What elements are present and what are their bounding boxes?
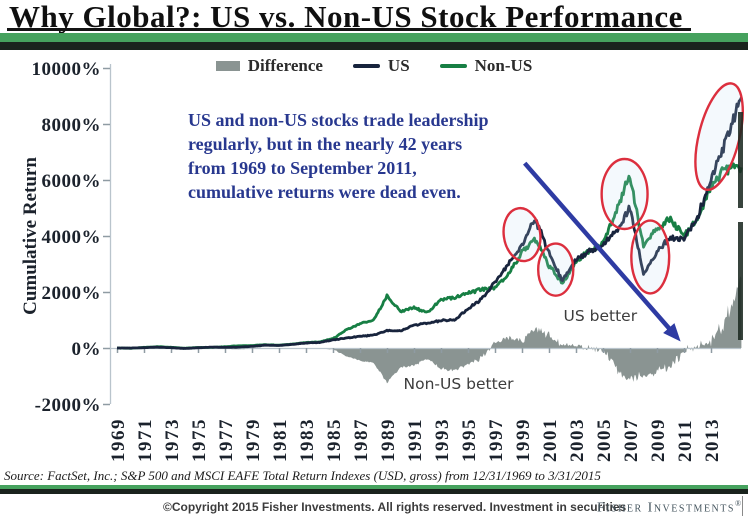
svg-text:0%: 0%	[72, 339, 102, 360]
annotation-note-line: regularly, but in the nearly 42 years	[188, 134, 463, 154]
svg-text:4000%: 4000%	[42, 227, 102, 248]
svg-text:1997: 1997	[486, 418, 507, 462]
svg-text:1999: 1999	[513, 418, 534, 462]
legend-item-non-us: Non-US	[439, 56, 533, 76]
footer-divider	[742, 496, 743, 516]
svg-text:1987: 1987	[351, 418, 372, 462]
svg-text:1993: 1993	[432, 418, 453, 462]
svg-text:10000%: 10000%	[32, 59, 102, 80]
svg-text:-2000%: -2000%	[35, 395, 101, 416]
annotation-note-line: from 1969 to September 2011,	[188, 158, 417, 178]
region-label: Non-US better	[404, 375, 515, 393]
svg-text:1985: 1985	[324, 418, 345, 462]
scan-edge-artifact	[738, 112, 743, 208]
annotation-note-line: US and non-US stocks trade leadership	[188, 110, 489, 130]
legend-label: Non-US	[474, 56, 533, 75]
footer-dark-band	[0, 489, 748, 494]
svg-text:2005: 2005	[594, 418, 615, 462]
svg-text:6000%: 6000%	[42, 171, 102, 192]
y-axis-title: Cumulative Return	[20, 157, 41, 315]
legend-label: US	[387, 56, 410, 75]
svg-text:2003: 2003	[567, 418, 588, 462]
svg-text:2000%: 2000%	[42, 283, 102, 304]
svg-text:1989: 1989	[378, 418, 399, 462]
svg-text:1991: 1991	[405, 418, 426, 462]
svg-text:1979: 1979	[243, 418, 264, 462]
legend-area-swatch	[215, 61, 240, 71]
svg-text:2011: 2011	[675, 419, 696, 462]
annotation-note: US and non-US stocks trade leadership re…	[188, 108, 489, 204]
svg-text:1995: 1995	[459, 418, 480, 462]
svg-text:1969: 1969	[108, 418, 129, 462]
svg-text:1983: 1983	[297, 418, 318, 462]
svg-text:1975: 1975	[189, 418, 210, 462]
legend-line-swatch	[352, 64, 380, 68]
svg-text:2001: 2001	[540, 418, 561, 462]
header-green-band	[0, 33, 748, 42]
svg-text:2007: 2007	[621, 418, 642, 462]
us-line	[116, 96, 743, 350]
highlight-ellipse	[537, 242, 575, 297]
chart-legend: Difference US Non-US	[0, 56, 748, 76]
fisher-investments-logo: Fisher Investments®	[597, 499, 743, 516]
region-label: US better	[564, 307, 638, 325]
source-note: Source: FactSet, Inc.; S&P 500 and MSCI …	[4, 468, 601, 483]
legend-label: Difference	[247, 56, 323, 75]
scan-edge-artifact	[738, 222, 743, 340]
svg-text:1977: 1977	[216, 418, 237, 462]
highlight-ellipse	[502, 206, 542, 263]
svg-text:1973: 1973	[162, 418, 183, 462]
annotation-note-line: cumulative returns were dead even.	[188, 182, 461, 202]
footer-green-band	[0, 485, 748, 489]
highlight-ellipse	[630, 219, 671, 295]
legend-item-difference: Difference	[215, 56, 323, 76]
dead-even-arrowhead	[663, 323, 681, 342]
svg-text:2013: 2013	[702, 418, 723, 462]
svg-text:8000%: 8000%	[42, 115, 102, 136]
dead-even-arrow	[523, 161, 674, 334]
svg-text:2009: 2009	[648, 418, 669, 462]
svg-text:1971: 1971	[135, 418, 156, 462]
page-title: Why Global?: US vs. Non-US Stock Perform…	[9, 0, 683, 34]
highlight-ellipse	[600, 157, 649, 231]
legend-line-swatch	[439, 64, 467, 68]
header-dark-band	[0, 42, 748, 50]
legend-item-us: US	[352, 56, 410, 76]
svg-text:1981: 1981	[270, 418, 291, 462]
copyright-text: ©Copyright 2015 Fisher Investments. All …	[163, 500, 627, 514]
title-underline	[7, 28, 691, 31]
